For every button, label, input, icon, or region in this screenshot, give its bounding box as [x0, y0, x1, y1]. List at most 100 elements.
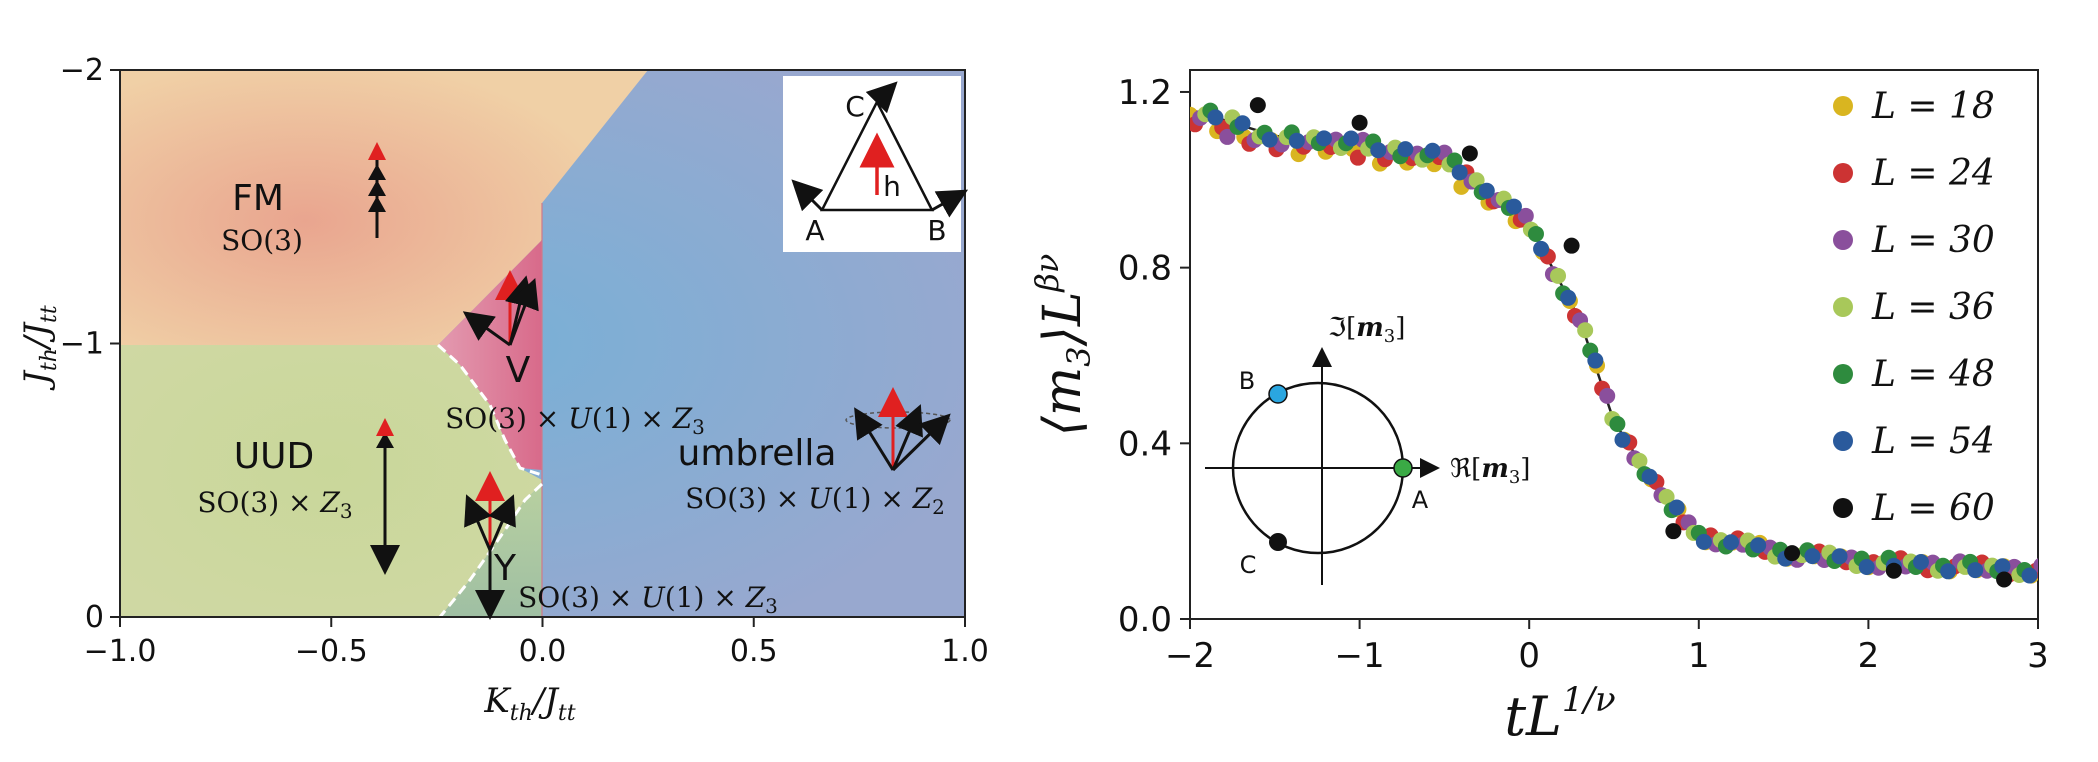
legend-marker — [1833, 297, 1853, 317]
point-L54 — [1912, 553, 1929, 570]
right-axis-ticks: −2 −1 0 1 2 3 0.0 0.4 0.8 1.2 — [1118, 73, 2049, 676]
legend-marker — [1833, 96, 1853, 116]
y-spin-arrows-icon — [464, 471, 516, 620]
point-L54 — [1533, 240, 1550, 257]
point-L54 — [1641, 468, 1658, 485]
right-x-tick-label: 0 — [1518, 636, 1540, 676]
phase-diagram-panel: −1.0 −0.5 0.0 0.5 1.0 −2 −1 0 Kth/Jtt Jth/Jtt F… — [17, 53, 989, 726]
right-x-tick-label: 3 — [2027, 636, 2049, 676]
right-x-tick-label: −2 — [1165, 636, 1215, 676]
point-L30 — [2033, 558, 2038, 573]
point-L30 — [1517, 207, 1534, 224]
point-L60 — [1996, 571, 2013, 588]
umbrella-symmetry: SO(3) × U(1) × Z2 — [685, 482, 945, 519]
point-L54 — [1858, 558, 1875, 575]
point-L54 — [1451, 164, 1468, 181]
point-L54 — [1505, 198, 1522, 215]
fm-region — [120, 70, 648, 345]
right-x-tick-label: 2 — [1858, 636, 1880, 676]
triangle-inset: C A B h — [783, 76, 969, 252]
point-L30 — [1219, 128, 1236, 145]
fm-spin-arrows-icon — [368, 142, 386, 238]
left-x-tick-label: 0.0 — [519, 634, 567, 669]
legend-label: L = 60 — [1871, 488, 1995, 529]
point-L60 — [1885, 562, 1902, 579]
point-L54 — [1831, 548, 1848, 565]
point-L60 — [1563, 237, 1580, 254]
left-x-axis-label: Kth/Jtt — [483, 681, 575, 726]
left-y-tick-label: 0 — [85, 600, 104, 635]
point-L60 — [1249, 97, 1266, 114]
y-label: Y — [493, 548, 517, 589]
uud-region — [120, 345, 542, 617]
point-a-icon — [1393, 458, 1413, 478]
legend: L = 18 L = 24 L = 30 L = 36 L = 48 L = 54 L = … — [1833, 86, 1995, 529]
v-uud-boundary — [436, 343, 543, 477]
left-x-tick-label: −0.5 — [295, 634, 368, 669]
point-L54 — [1261, 131, 1278, 148]
point-L54 — [1315, 130, 1332, 147]
point-L54 — [1234, 115, 1251, 132]
point-L54 — [1288, 132, 1305, 149]
point-L48 — [1527, 225, 1544, 242]
left-axis-ticks: −1.0 −0.5 0.0 0.5 1.0 −2 −1 0 — [60, 53, 989, 669]
umbrella-spin-arrows-icon — [845, 387, 951, 472]
point-L54 — [1723, 534, 1740, 551]
complex-plane-inset: B A C ℑ[m3] ℜ[m3] — [1205, 313, 1530, 585]
scaling-collapse-panel: −2 −1 0 1 2 3 0.0 0.4 0.8 1.2 tL1/ν ⟨m3⟩Lβν L = 1… — [1028, 69, 2049, 748]
right-x-tick-label: −1 — [1335, 636, 1385, 676]
point-L60 — [1665, 523, 1682, 540]
left-x-tick-label: 0.5 — [730, 634, 778, 669]
point-L54 — [1940, 563, 1957, 580]
left-y-axis-label: Jth/Jtt — [17, 305, 62, 391]
legend-label: L = 48 — [1871, 354, 1995, 395]
uud-spin-arrows-icon — [370, 418, 400, 575]
y-symmetry: SO(3) × U(1) × Z3 — [518, 581, 778, 618]
point-L54 — [1424, 142, 1441, 159]
point-L54 — [1370, 142, 1387, 159]
left-y-tick-label: −1 — [60, 327, 104, 362]
circle-label-a: A — [1412, 486, 1429, 514]
point-L54 — [1994, 558, 2011, 575]
circle-label-b: B — [1239, 367, 1255, 395]
point-L54 — [1967, 562, 1984, 579]
fm-symmetry: SO(3) — [221, 224, 303, 257]
point-L54 — [1478, 182, 1495, 199]
right-x-tick-label: 1 — [1688, 636, 1710, 676]
point-L36 — [1658, 488, 1675, 505]
point-L54 — [1668, 499, 1685, 516]
point-L30 — [1599, 387, 1616, 404]
uud-label: UUD — [234, 436, 314, 477]
legend-label: L = 36 — [1871, 287, 1995, 328]
legend-label: L = 30 — [1871, 220, 1995, 261]
point-L60 — [1351, 114, 1368, 131]
left-y-tick-label: −2 — [60, 53, 104, 88]
right-y-axis-label: ⟨m3⟩Lβν — [1028, 254, 1098, 437]
circle-label-c: C — [1240, 551, 1257, 579]
imag-axis-label: ℑ[m3] — [1328, 313, 1405, 347]
point-L48 — [1609, 415, 1626, 432]
point-L54 — [1207, 109, 1224, 126]
uud-symmetry: SO(3) × Z3 — [197, 486, 352, 523]
point-L54 — [1587, 352, 1604, 369]
legend-label: L = 54 — [1871, 421, 1995, 462]
umbrella-label: umbrella — [678, 433, 837, 474]
point-L36 — [1577, 322, 1594, 339]
data-points — [1190, 97, 2038, 588]
fm-label: FM — [232, 178, 284, 219]
right-y-tick-label: 0.8 — [1118, 249, 1172, 289]
v-label: V — [506, 350, 531, 391]
legend-label: L = 18 — [1871, 86, 1995, 127]
point-b-icon — [1268, 384, 1288, 404]
legend-marker — [1833, 431, 1853, 451]
point-L54 — [1695, 533, 1712, 550]
inset-label-h: h — [883, 170, 901, 203]
point-L36 — [1631, 452, 1648, 469]
y-uud-boundary — [438, 482, 544, 617]
right-y-tick-label: 0.4 — [1118, 424, 1172, 464]
inset-label-c: C — [845, 90, 865, 123]
point-L36 — [1550, 267, 1567, 284]
triangle-shape — [819, 99, 935, 212]
left-x-tick-label: −1.0 — [84, 634, 157, 669]
